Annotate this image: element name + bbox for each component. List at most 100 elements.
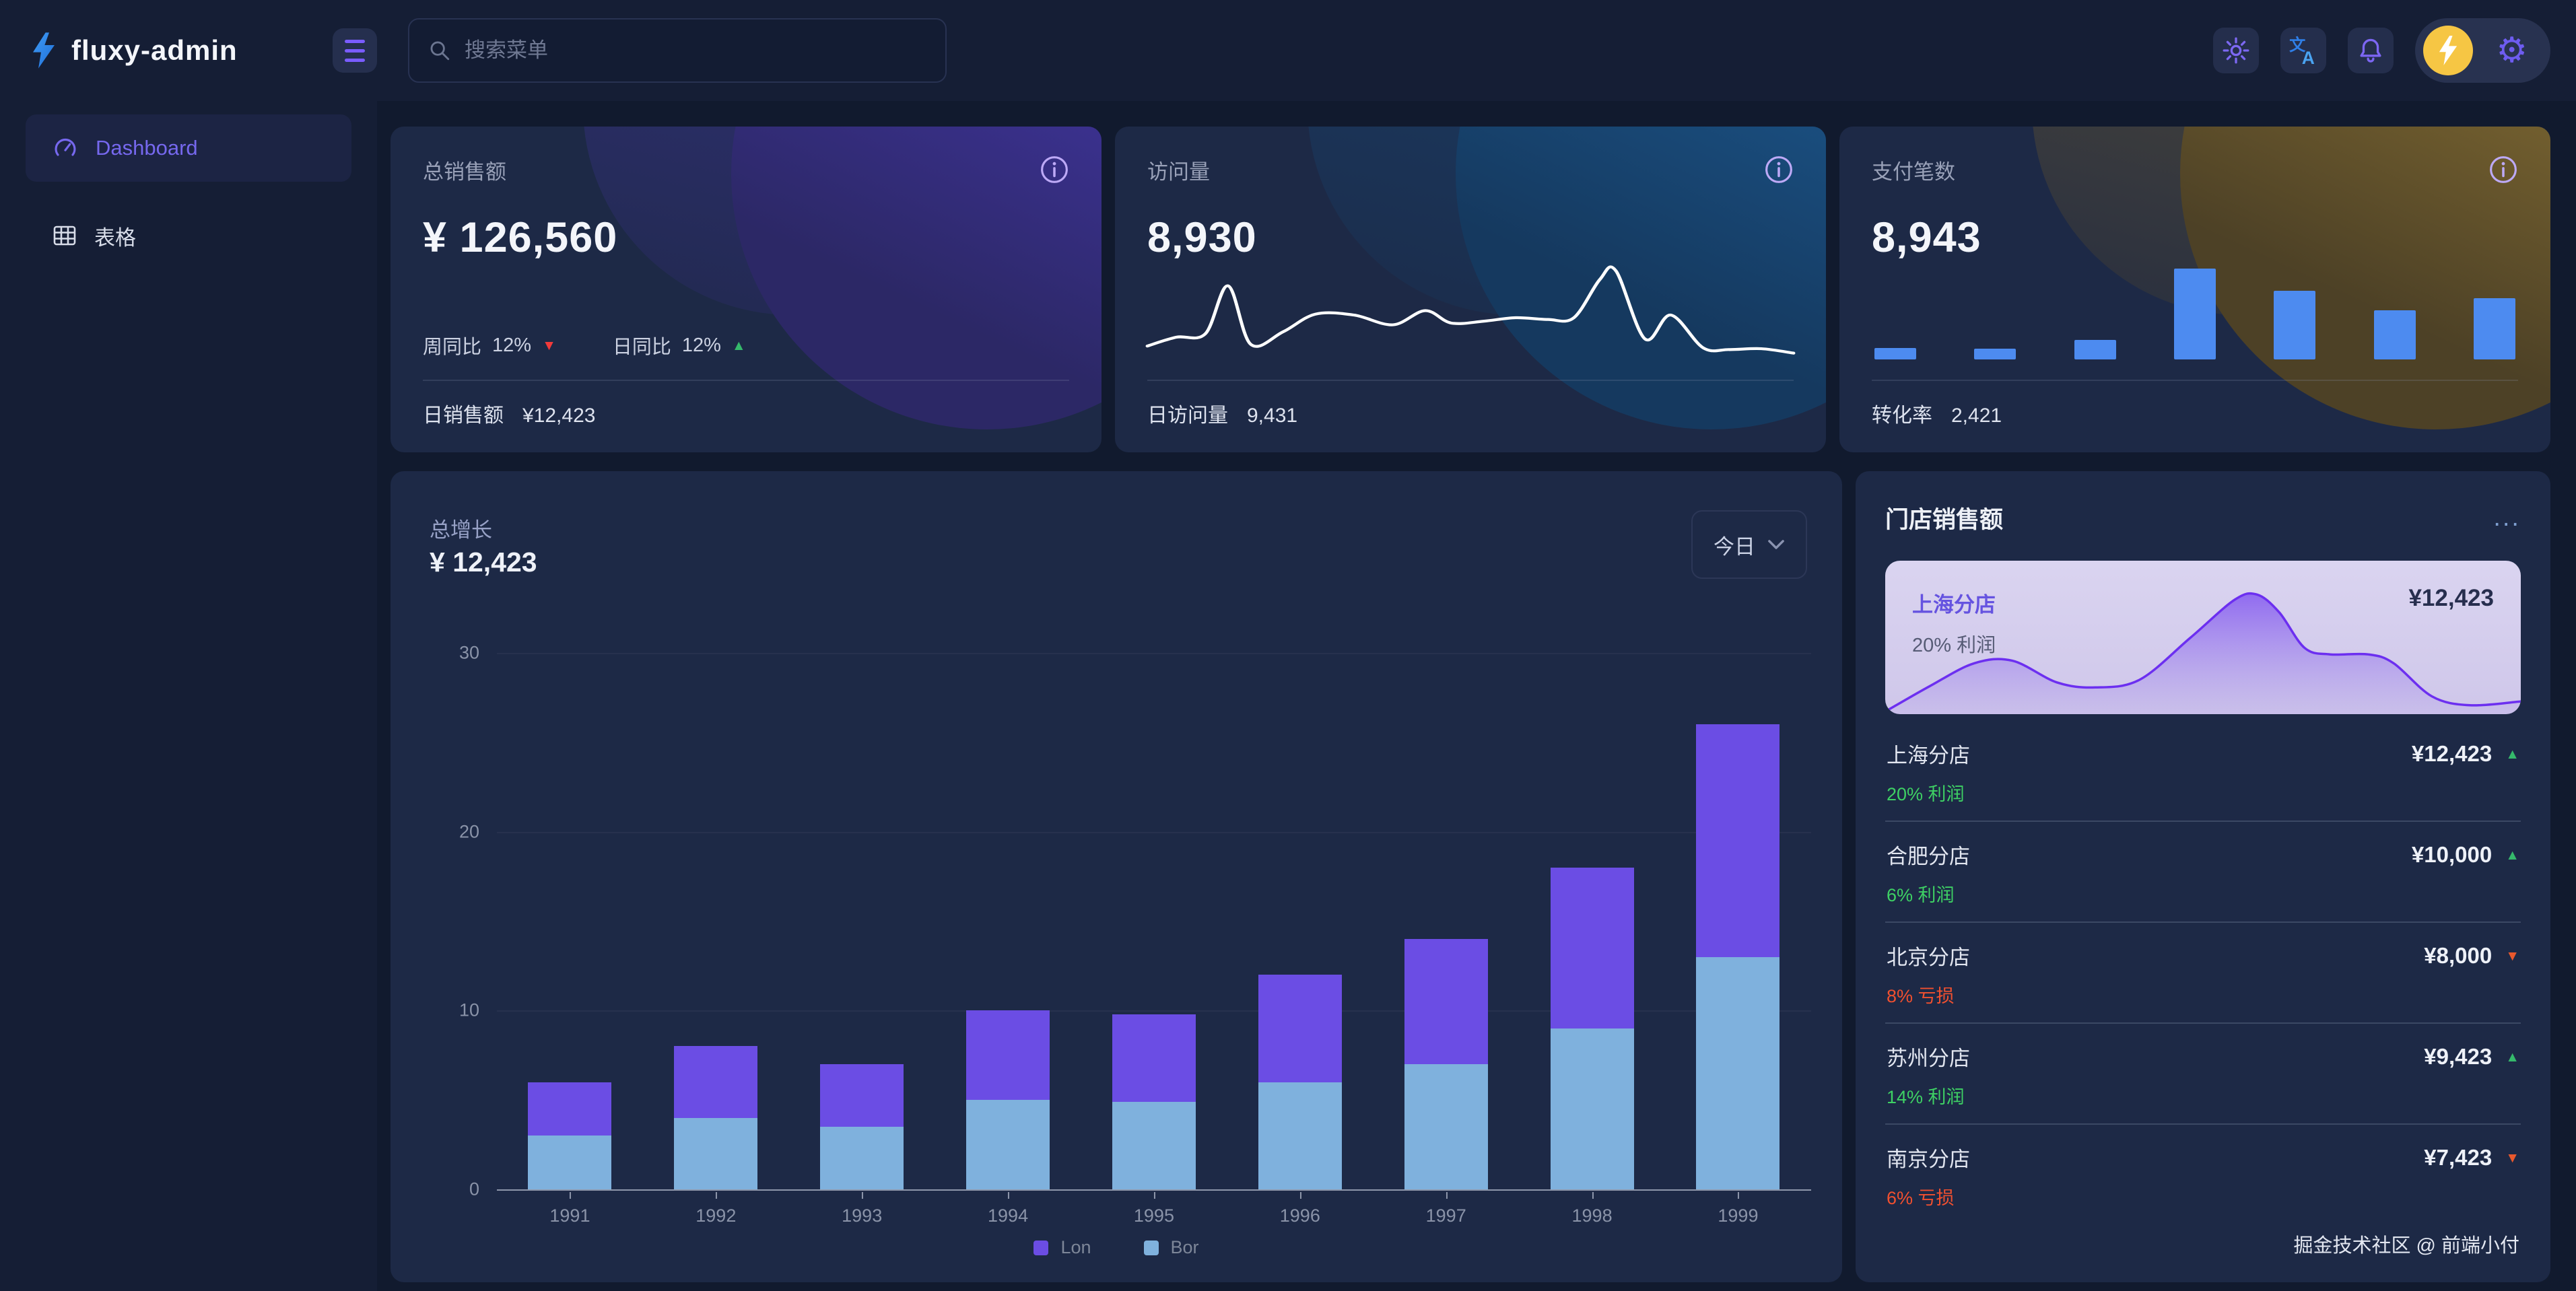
stat-card-payments: 支付笔数 8,943 转化率 2,421 (1839, 127, 2550, 452)
trend-week: 周同比 12% ▼ (423, 334, 556, 359)
x-tick-label: 1999 (1718, 1192, 1759, 1226)
stat-card-visits: 访问量 8,930 日访问量 9,431 (1115, 127, 1826, 452)
more-menu-button[interactable]: ... (2493, 503, 2521, 532)
header-actions: 文 A ⚙ (2213, 18, 2576, 83)
y-tick-label: 20 (459, 821, 479, 842)
card-footer-value: ¥12,423 (522, 405, 596, 427)
y-tick-label: 0 (469, 1179, 479, 1199)
gauge-icon (55, 139, 76, 156)
x-tick-label: 1993 (842, 1192, 883, 1226)
growth-chart-card: 总增长 ¥ 12,423 今日 30 20 10 0 1991 1992 1993 1… (391, 471, 1842, 1282)
store-row[interactable]: 上海分店 20% 利润 ¥12,423 ▲ (1885, 721, 2521, 822)
info-icon[interactable] (2488, 155, 2518, 184)
store-row[interactable]: 北京分店 8% 亏损 ¥8,000 ▼ (1885, 923, 2521, 1024)
mini-bar (1974, 349, 2016, 359)
store-row[interactable]: 南京分店 6% 亏损 ¥7,423 ▼ (1887, 1145, 2519, 1208)
avatar-lightning-icon (2439, 36, 2458, 65)
stat-card-total-sales: 总销售额 ¥ 126,560 周同比 12% ▼ 日同比 (391, 127, 1101, 452)
payments-mini-bar-chart (1872, 262, 2518, 359)
legend-item-lon[interactable]: Lon (1033, 1237, 1091, 1258)
x-tick-label: 1991 (549, 1192, 590, 1226)
highlight-store-value: ¥12,423 (2408, 585, 2494, 611)
stacked-bar[interactable]: 1992 (674, 653, 758, 1226)
card-label: 总销售额 (423, 160, 506, 184)
stacked-bar[interactable]: 1993 (820, 653, 904, 1226)
bell-icon (2360, 38, 2381, 63)
x-tick-label: 1997 (1425, 1192, 1466, 1226)
main-content: 总销售额 ¥ 126,560 周同比 12% ▼ 日同比 (377, 101, 2576, 1291)
theme-toggle-button[interactable] (2213, 28, 2260, 73)
growth-value: ¥ 12,423 (430, 547, 537, 578)
mini-bar (2173, 269, 2216, 359)
card-label: 支付笔数 (1872, 160, 1955, 184)
svg-text:A: A (2302, 48, 2315, 65)
stacked-bar[interactable]: 1997 (1404, 653, 1488, 1226)
menu-toggle-button[interactable] (333, 28, 377, 73)
stacked-bar[interactable]: 1998 (1550, 653, 1634, 1226)
y-tick-label: 10 (459, 1000, 479, 1020)
legend-item-bor[interactable]: Bor (1143, 1237, 1199, 1258)
chevron-down-icon (1768, 540, 1784, 549)
visits-sparkline (1145, 262, 1796, 359)
stacked-bar[interactable]: 1999 (1696, 653, 1780, 1226)
card-label: 访问量 (1147, 160, 1210, 184)
sidebar-item-dashboard[interactable]: Dashboard (26, 114, 351, 182)
main-row: 总增长 ¥ 12,423 今日 30 20 10 0 1991 1992 1993 1… (391, 471, 2550, 1282)
trend-up-icon: ▲ (2505, 1049, 2519, 1065)
settings-gear-icon[interactable]: ⚙ (2496, 31, 2528, 70)
trend-row: 周同比 12% ▼ 日同比 12% ▲ (423, 331, 1069, 359)
store-row[interactable]: 合肥分店 6% 利润 ¥10,000 ▲ (1885, 822, 2521, 923)
growth-title: 总增长 (430, 518, 492, 542)
sidebar-item-label: 表格 (94, 225, 136, 250)
stacked-bar[interactable]: 1991 (528, 653, 612, 1226)
stacked-bar[interactable]: 1995 (1112, 653, 1196, 1226)
x-tick-label: 1996 (1279, 1192, 1320, 1226)
store-area-chart (1885, 583, 2521, 714)
store-panel-title: 门店销售额 (1885, 507, 2004, 533)
card-footer-label: 日访问量 (1147, 405, 1228, 427)
store-row[interactable]: 苏州分店 14% 利润 ¥9,423 ▲ (1885, 1024, 2521, 1125)
notifications-button[interactable] (2348, 28, 2394, 73)
svg-text:文: 文 (2289, 36, 2306, 55)
trend-up-icon: ▲ (2505, 847, 2519, 863)
trend-down-icon: ▼ (2505, 948, 2519, 964)
x-tick-label: 1994 (988, 1192, 1029, 1226)
user-avatar[interactable] (2423, 26, 2474, 75)
sidebar-item-table[interactable]: 表格 (26, 202, 351, 269)
store-list: 上海分店 20% 利润 ¥12,423 ▲ 合肥分店 6% 利润 ¥10,000… (1885, 721, 2521, 1224)
card-value: 8,930 (1147, 214, 1257, 261)
gridline (497, 1010, 1811, 1012)
trend-down-icon: ▼ (542, 337, 556, 353)
stacked-bar[interactable]: 1996 (1258, 653, 1342, 1226)
highlight-store-profit: 20% 利润 (1912, 635, 1996, 656)
brand-name: fluxy-admin (71, 34, 238, 66)
x-tick-label: 1992 (696, 1192, 737, 1226)
search-input[interactable] (465, 38, 926, 63)
legend-swatch (1033, 1240, 1049, 1255)
store-highlight-card[interactable]: 上海分店 ¥12,423 20% 利润 (1885, 561, 2521, 714)
info-icon[interactable] (1040, 155, 1069, 184)
card-footer-value: 2,421 (1951, 405, 2002, 427)
card-value: 8,943 (1872, 214, 1981, 261)
stacked-bar[interactable]: 1994 (966, 653, 1050, 1226)
sidebar-item-label: Dashboard (96, 136, 198, 160)
x-axis-line (497, 1189, 1811, 1191)
stat-cards-row: 总销售额 ¥ 126,560 周同比 12% ▼ 日同比 (391, 127, 2550, 452)
growth-plot-bars: 1991 1992 1993 1994 1995 1996 1997 1998 1999 (497, 653, 1811, 1226)
highlight-store-name: 上海分店 (1912, 593, 1996, 617)
search-input-wrapper[interactable] (408, 18, 947, 83)
mini-bar (2274, 291, 2316, 359)
table-icon (53, 225, 76, 246)
lightning-bolt-icon (33, 32, 55, 69)
range-select-dropdown[interactable]: 今日 (1691, 510, 1807, 579)
trend-down-icon: ▼ (2505, 1150, 2519, 1166)
card-footer-value: 9,431 (1247, 405, 1298, 427)
user-pill[interactable]: ⚙ (2415, 18, 2550, 83)
growth-plot: 30 20 10 0 1991 1992 1993 1994 1995 1996 1997 1… (430, 643, 1811, 1226)
store-sales-card: 门店销售额 ... 上海分店 ¥12,423 20% 利润 上海分店 20% 利… (1856, 471, 2550, 1282)
card-footer-label: 转化率 (1872, 405, 1932, 427)
info-icon[interactable] (1764, 155, 1794, 184)
gridline (497, 831, 1811, 833)
brand-logo: fluxy-admin (0, 32, 303, 69)
language-button[interactable]: 文 A (2280, 28, 2327, 73)
